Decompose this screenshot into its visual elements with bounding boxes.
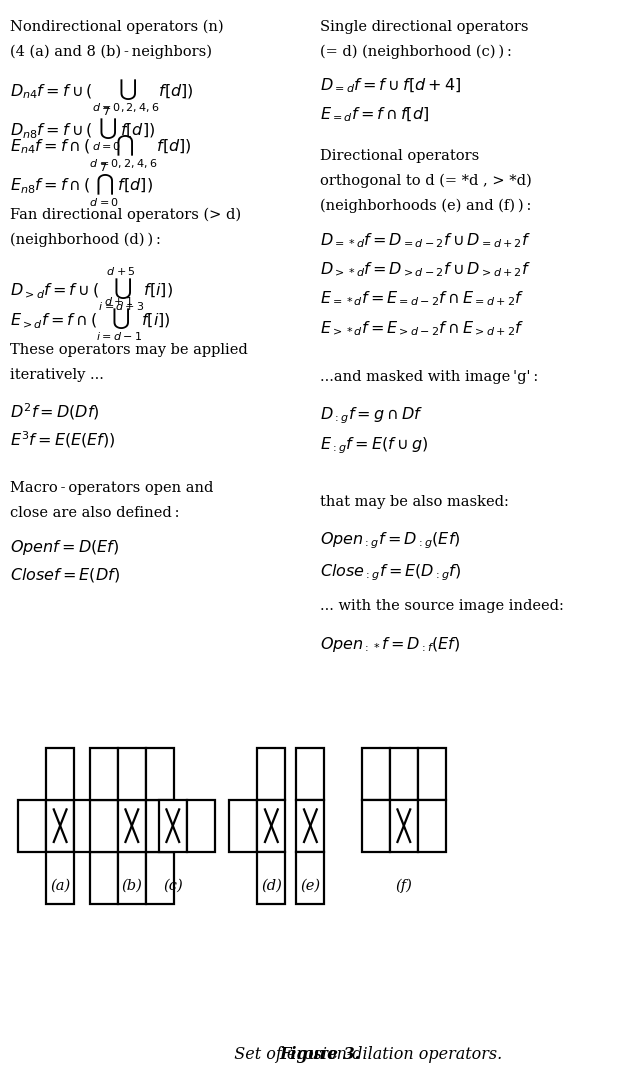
Text: $Closef = E(Df)$: $Closef = E(Df)$: [10, 566, 120, 585]
Text: that may be also masked:: that may be also masked:: [320, 495, 509, 509]
Text: $E_{n4}f = f \cap(\bigcap_{d=0,2,4,6}f[d])$: $E_{n4}f = f \cap(\bigcap_{d=0,2,4,6}f[d…: [10, 133, 191, 170]
Text: Single directional operators: Single directional operators: [320, 20, 529, 34]
Bar: [362, 800, 390, 852]
Text: $E_{n8}f = f \cap(\bigcap_{d=0}^{7}f[d])$: $E_{n8}f = f \cap(\bigcap_{d=0}^{7}f[d])…: [10, 162, 152, 209]
Text: $E^3 f = E(E(Ef))$: $E^3 f = E(E(Ef))$: [10, 430, 115, 450]
Text: Fan directional operators (> d): Fan directional operators (> d): [10, 207, 241, 221]
Bar: [18, 800, 46, 852]
Text: $D_{>*d}f = D_{>d-2}f \cup D_{>d+2}f$: $D_{>*d}f = D_{>d-2}f \cup D_{>d+2}f$: [320, 260, 531, 279]
Text: (neighborhood (d) ) :: (neighborhood (d) ) :: [10, 232, 161, 246]
Text: iteratively ...: iteratively ...: [10, 368, 104, 382]
Text: $E_{>d}f = f \cap(\bigcup_{i=d-1}^{d+1}f[i])$: $E_{>d}f = f \cap(\bigcup_{i=d-1}^{d+1}f…: [10, 295, 170, 343]
Bar: [159, 800, 187, 852]
Bar: [146, 852, 174, 904]
Bar: [390, 748, 418, 800]
Bar: [418, 800, 446, 852]
Bar: [46, 800, 74, 852]
Text: $D_{>d}f = f \cup(\bigcup_{i=d+3}^{d+5}f[i])$: $D_{>d}f = f \cup(\bigcup_{i=d+3}^{d+5}f…: [10, 265, 173, 312]
Bar: [118, 852, 146, 904]
Text: (= d) (neighborhood (c) ) :: (= d) (neighborhood (c) ) :: [320, 44, 512, 59]
Text: $Open_{:*}f = D_{:f}(Ef)$: $Open_{:*}f = D_{:f}(Ef)$: [320, 635, 460, 654]
Bar: [46, 852, 74, 904]
Bar: [187, 800, 215, 852]
Text: $E_{>*d}f = E_{>d-2}f \cap E_{>d+2}f$: $E_{>*d}f = E_{>d-2}f \cap E_{>d+2}f$: [320, 319, 524, 337]
Text: orthogonal to d (= *d , > *d): orthogonal to d (= *d , > *d): [320, 174, 532, 188]
Bar: [229, 800, 257, 852]
Bar: [390, 800, 418, 852]
Text: (neighborhoods (e) and (f) ) :: (neighborhoods (e) and (f) ) :: [320, 199, 531, 213]
Bar: [118, 800, 146, 852]
Bar: [74, 800, 102, 852]
Bar: [146, 800, 174, 852]
Bar: [296, 852, 324, 904]
Text: ... with the source image indeed:: ... with the source image indeed:: [320, 599, 564, 613]
Bar: [257, 852, 285, 904]
Text: $D^2 f = D(Df)$: $D^2 f = D(Df)$: [10, 401, 99, 422]
Text: $Openf = D(Ef)$: $Openf = D(Ef)$: [10, 538, 119, 558]
Text: $Open_{:g}f = D_{:g}(Ef)$: $Open_{:g}f = D_{:g}(Ef)$: [320, 531, 461, 551]
Bar: [90, 748, 118, 800]
Text: $D_{n4}f = f \cup(\bigcup_{d=0,2,4,6}f[d])$: $D_{n4}f = f \cup(\bigcup_{d=0,2,4,6}f[d…: [10, 77, 193, 114]
Text: $E_{=*d}f = E_{=d-2}f \cap E_{=d+2}f$: $E_{=*d}f = E_{=d-2}f \cap E_{=d+2}f$: [320, 290, 524, 308]
Text: Set of erosion-dilation operators.: Set of erosion-dilation operators.: [225, 1046, 502, 1063]
Bar: [90, 800, 118, 852]
Text: (d): (d): [261, 879, 282, 893]
Text: $E_{=d}f = f \cap f[d]$: $E_{=d}f = f \cap f[d]$: [320, 105, 429, 124]
Bar: [146, 748, 174, 800]
Bar: [418, 748, 446, 800]
Text: $D_{n8}f = f \cup(\bigcup_{d=0}^{7}f[d])$: $D_{n8}f = f \cup(\bigcup_{d=0}^{7}f[d])…: [10, 105, 155, 153]
Text: (e): (e): [300, 879, 321, 893]
Text: ...and masked with image 'g' :: ...and masked with image 'g' :: [320, 370, 538, 384]
Text: Figure 3.: Figure 3.: [280, 1046, 360, 1063]
Text: $E_{:g}f = E(f \cup g)$: $E_{:g}f = E(f \cup g)$: [320, 435, 428, 456]
Bar: [257, 748, 285, 800]
Text: (c): (c): [163, 879, 182, 893]
Text: Nondirectional operators (n): Nondirectional operators (n): [10, 20, 223, 34]
Text: (b): (b): [122, 879, 142, 893]
Text: Macro - operators open and: Macro - operators open and: [10, 481, 213, 495]
Text: Directional operators: Directional operators: [320, 149, 479, 163]
Bar: [362, 748, 390, 800]
Bar: [257, 800, 285, 852]
Text: $Close_{:g}f = E(D_{:g}f)$: $Close_{:g}f = E(D_{:g}f)$: [320, 562, 461, 583]
Text: $D_{=*d}f = D_{=d-2}f \cup D_{=d+2}f$: $D_{=*d}f = D_{=d-2}f \cup D_{=d+2}f$: [320, 231, 531, 250]
Text: (a): (a): [50, 879, 70, 893]
Text: $D_{=d}f = f \cup f[d+4]$: $D_{=d}f = f \cup f[d+4]$: [320, 77, 461, 95]
Text: These operators may be applied: These operators may be applied: [10, 343, 247, 357]
Bar: [46, 748, 74, 800]
Text: close are also defined :: close are also defined :: [10, 506, 179, 520]
Text: $D_{:g}f = g \cap Df$: $D_{:g}f = g \cap Df$: [320, 406, 424, 426]
Bar: [296, 800, 324, 852]
Text: (4 (a) and 8 (b) - neighbors): (4 (a) and 8 (b) - neighbors): [10, 44, 212, 59]
Bar: [118, 748, 146, 800]
Text: (f): (f): [396, 879, 412, 893]
Bar: [90, 852, 118, 904]
Bar: [296, 748, 324, 800]
